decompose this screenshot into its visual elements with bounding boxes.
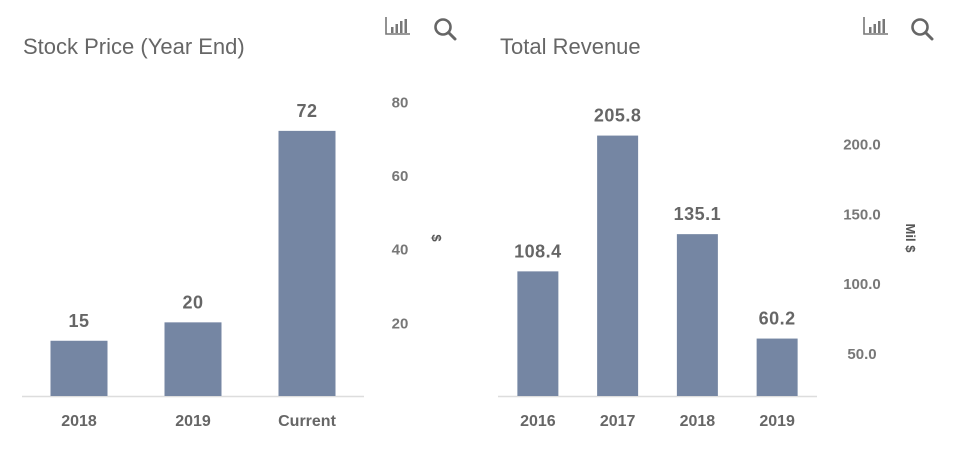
x-tick-label: 2019 (175, 413, 211, 430)
total-revenue-panel: Total Revenue 108.4 2016 205.8 2017 135.1 201… (480, 0, 959, 462)
y-tick-label: 80 (392, 94, 409, 111)
y-tick-label: 20 (392, 315, 409, 332)
search-icon[interactable] (910, 17, 934, 46)
chart-title: Total Revenue (500, 34, 641, 59)
data-label: 20 (182, 292, 203, 312)
data-label: 108.4 (514, 241, 562, 261)
y-tick-label: 150.0 (843, 206, 881, 223)
x-tick-label: Current (278, 413, 336, 430)
bar-chart-icon[interactable] (384, 15, 412, 42)
bar-chart-icon[interactable] (862, 15, 890, 42)
bar-current (278, 130, 336, 396)
y-axis-label: $ (429, 234, 444, 242)
search-icon[interactable] (433, 17, 457, 46)
y-axis-label: Mil $ (903, 224, 918, 254)
chart-title: Stock Price (Year End) (23, 34, 245, 59)
bar-2018 (676, 234, 718, 396)
x-tick-label: 2019 (759, 413, 795, 430)
bar-2016 (517, 271, 559, 396)
data-label: 135.1 (674, 204, 722, 224)
x-tick-label: 2018 (61, 413, 97, 430)
x-tick-label: 2018 (680, 413, 716, 430)
stock-price-panel: Stock Price (Year End) 15 2018 20 2019 72 Cur… (22, 15, 457, 430)
bar-2019 (756, 338, 798, 396)
bar-2017 (597, 135, 639, 397)
stock-price-chart: 15 2018 20 2019 72 Current 20 40 60 80 $ (22, 94, 444, 430)
y-tick-label: 200.0 (843, 137, 881, 154)
x-tick-label: 2017 (600, 413, 636, 430)
total-revenue-chart: 108.4 2016 205.8 2017 135.1 2018 60.2 2019 50.0 1… (498, 106, 918, 430)
y-tick-label: 40 (392, 242, 409, 259)
bar-2018 (50, 340, 108, 396)
y-tick-label: 100.0 (843, 276, 881, 293)
y-tick-label: 60 (392, 168, 409, 185)
data-label: 72 (296, 101, 317, 121)
bar-2019 (164, 322, 222, 396)
y-tick-label: 50.0 (847, 346, 876, 363)
data-label: 15 (68, 311, 89, 331)
data-label: 60.2 (759, 309, 796, 329)
data-label: 205.8 (594, 106, 642, 126)
x-tick-label: 2016 (520, 413, 556, 430)
